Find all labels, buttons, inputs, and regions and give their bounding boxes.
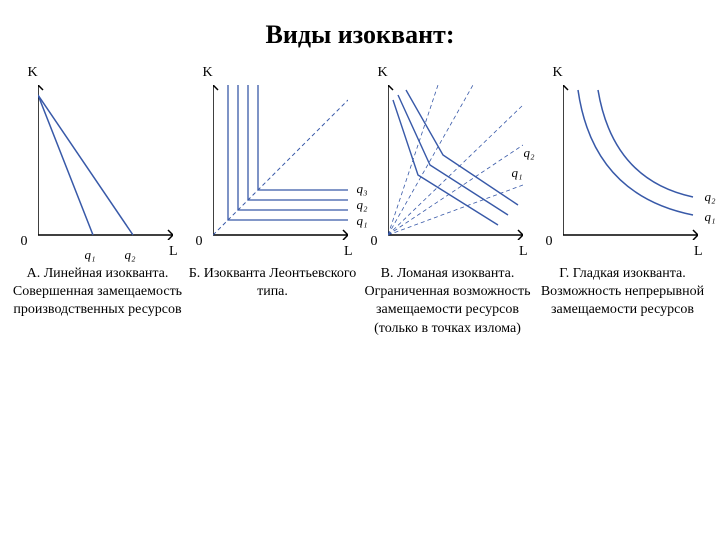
axis-l-b: L [344,244,353,260]
axis-k-c: K [378,65,388,81]
chart-d-q1: q₁ [704,209,715,225]
chart-a-q2: q₂ [125,247,136,263]
caption-d: Г. Гладкая изокванта. Возможность непрер… [538,265,708,338]
chart-b: K 0 L q₁ q₂ q₃ [188,65,358,255]
chart-c: K 0 L q₁ q₂ [363,65,533,255]
chart-d-q2: q₂ [704,189,715,205]
chart-c-svg [388,85,523,240]
chart-d-svg [563,85,698,240]
chart-c-q1: q₁ [511,165,522,181]
axis-zero-c: 0 [371,234,378,250]
page-title: Виды изоквант: [0,0,720,65]
charts-row: K 0 L q₁ q₂ K 0 L q₁ q₂ q [0,65,720,255]
chart-c-q2: q₂ [523,145,534,161]
axis-k-a: K [28,65,38,81]
chart-b-svg [213,85,348,240]
chart-a-svg [38,85,173,240]
chart-a-q1: q₁ [85,247,96,263]
axis-l-c: L [519,244,528,260]
caption-c: В. Ломаная изокванта. Ограниченная возмо… [363,265,533,338]
axis-l-a: L [169,244,178,260]
chart-d: K 0 L q₁ q₂ [538,65,708,255]
caption-b: Б. Изокванта Леонтьевского типа. [188,265,358,338]
caption-a: А. Линейная изокванта. Совершенная замещ… [13,265,183,338]
chart-a: K 0 L q₁ q₂ [13,65,183,255]
captions-row: А. Линейная изокванта. Совершенная замещ… [0,255,720,338]
axis-k-d: K [553,65,563,81]
axis-zero-a: 0 [21,234,28,250]
axis-zero-b: 0 [196,234,203,250]
axis-l-d: L [694,244,703,260]
axis-zero-d: 0 [546,234,553,250]
axis-k-b: K [203,65,213,81]
